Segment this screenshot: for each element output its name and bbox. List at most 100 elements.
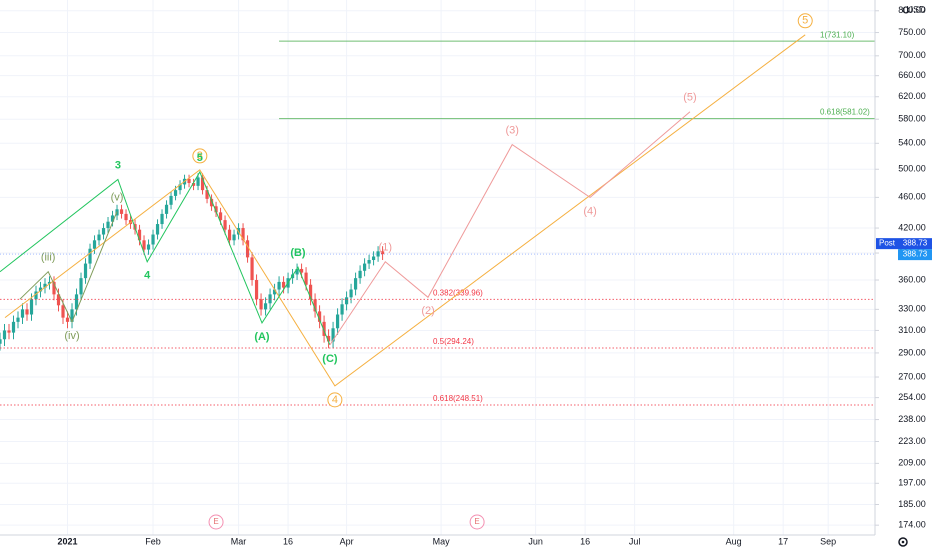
- wave-label: (iv): [64, 330, 79, 342]
- candle-body: [241, 228, 245, 241]
- candle-body: [20, 309, 25, 318]
- candle-body: [317, 311, 322, 322]
- candle-body: [61, 305, 65, 318]
- candle-body: [196, 177, 200, 186]
- candle-body: [281, 281, 286, 288]
- gear[interactable]: [898, 537, 908, 547]
- candle-body: [254, 280, 259, 300]
- x-tick-label: 16: [580, 536, 590, 546]
- candle-body: [25, 309, 29, 315]
- y-tick-label: 360.00: [898, 274, 926, 284]
- y-tick-label: 209.00: [898, 458, 926, 468]
- fib-label: 1(731.10): [820, 30, 855, 39]
- candle-body: [299, 268, 304, 273]
- candle-body: [322, 321, 326, 336]
- wave-label: 3: [115, 159, 121, 171]
- candle-body: [205, 190, 209, 199]
- currency[interactable]: USD: [906, 4, 926, 14]
- y-tick-label: 420.00: [898, 222, 926, 232]
- candle-body: [88, 248, 92, 264]
- candle-body: [34, 291, 38, 300]
- candle-body: [106, 221, 110, 229]
- candle-body: [7, 330, 11, 333]
- candle-body: [250, 257, 254, 281]
- wave-label: (iii): [41, 252, 56, 264]
- candle-body: [376, 251, 380, 257]
- settings-icon[interactable]: [898, 537, 908, 547]
- candle-body: [344, 297, 349, 305]
- x-tick-label: 2021: [57, 536, 77, 546]
- x-tick-label: Apr: [340, 536, 354, 546]
- candle-body: [362, 263, 367, 271]
- y-tick-label: 290.00: [898, 347, 926, 357]
- post-price-label: 388.73: [903, 239, 928, 248]
- candle-body: [43, 283, 47, 288]
- earnings-marker[interactable]: [469, 514, 485, 530]
- wave-label: 4: [144, 270, 151, 282]
- candle-body: [97, 234, 101, 241]
- candle-body: [223, 220, 227, 230]
- candle-body: [349, 289, 353, 298]
- candle-body: [331, 328, 335, 342]
- candle-body: [380, 251, 385, 255]
- candle-body: [371, 256, 376, 261]
- candle-body: [268, 294, 272, 304]
- earnings-label: E: [474, 517, 479, 526]
- wave-label: 5: [197, 152, 203, 164]
- candle-body: [313, 299, 317, 312]
- x-tick-label: Feb: [145, 536, 161, 546]
- wave-label-circle: [192, 148, 208, 164]
- candle-body: [70, 309, 74, 322]
- candle-body: [29, 299, 34, 315]
- y-tick-label: 223.00: [898, 436, 926, 446]
- y-tick-label: 254.00: [898, 392, 926, 402]
- candle-body: [79, 278, 83, 295]
- candle-body: [74, 294, 79, 310]
- candle-body: [263, 303, 268, 310]
- earnings-marker[interactable]: [208, 514, 224, 530]
- earnings-label: E: [213, 517, 218, 526]
- y-tick-label: 174.00: [898, 520, 926, 530]
- candle-body: [160, 213, 164, 225]
- x-tick-label: Jun: [528, 536, 543, 546]
- y-tick-label: 330.00: [898, 304, 926, 314]
- candle-body: [358, 270, 362, 279]
- candle-body: [259, 299, 263, 310]
- candle-body: [92, 240, 97, 249]
- candle-body: [308, 284, 313, 300]
- fib-label: 0.618(248.51): [433, 394, 483, 403]
- candle-body: [164, 204, 169, 214]
- wave-label: (4): [583, 205, 596, 217]
- candle-body: [11, 321, 16, 333]
- candle-body: [83, 263, 88, 279]
- candle-body: [146, 244, 151, 250]
- x-tick-label: Jul: [629, 536, 641, 546]
- candle-body: [277, 281, 281, 290]
- wave-label: (2): [421, 305, 434, 317]
- y-tick-label: 197.00: [898, 478, 926, 488]
- candle-body: [52, 281, 56, 295]
- wave-label: 5: [802, 15, 808, 27]
- candle-body: [353, 278, 358, 290]
- candle-body: [65, 317, 70, 322]
- x-tick-label: Mar: [231, 536, 247, 546]
- wave-label-circle: [797, 13, 813, 29]
- candle-body: [295, 268, 299, 275]
- x-tick-label: Aug: [726, 536, 742, 546]
- y-tick-label: 500.00: [898, 164, 926, 174]
- candle-body: [169, 195, 173, 205]
- candle-body: [119, 209, 124, 214]
- candle-body: [335, 314, 340, 329]
- candle-body: [326, 335, 331, 342]
- y-tick-label: 580.00: [898, 114, 926, 124]
- candle-body: [16, 317, 20, 322]
- candle-body: [200, 177, 205, 191]
- candle-body: [38, 287, 43, 292]
- candle-body: [304, 272, 308, 285]
- candle-body: [218, 212, 223, 221]
- x-tick-label: Sep: [820, 536, 836, 546]
- y-tick-label: 310.00: [898, 325, 926, 335]
- candle-body: [178, 184, 182, 191]
- wave-label: (3): [505, 124, 518, 136]
